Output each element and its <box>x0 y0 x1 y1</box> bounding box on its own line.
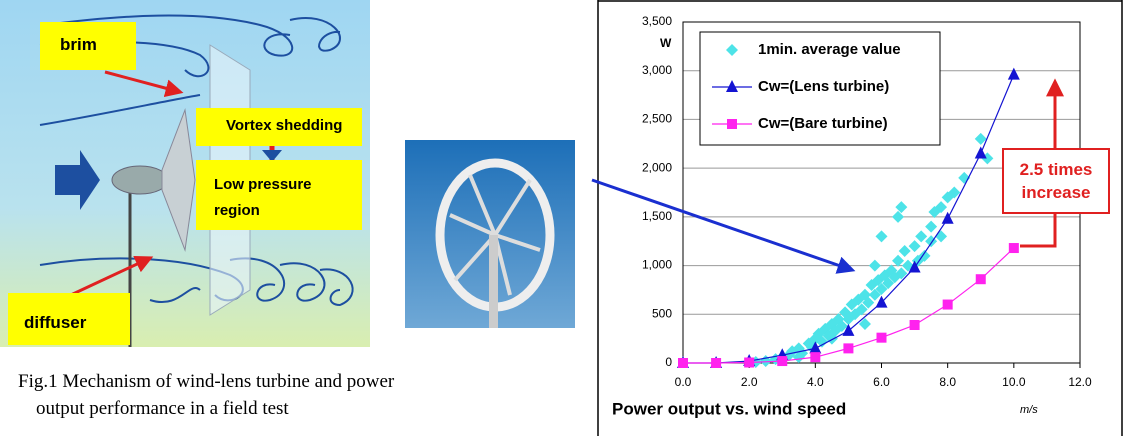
label-diffuser: diffuser <box>8 293 130 345</box>
diamond-point <box>892 211 904 223</box>
diamond-point <box>899 245 911 257</box>
y-tick-label: 3,000 <box>642 63 672 77</box>
y-tick-label: 1,500 <box>642 209 672 223</box>
annotation: 2.5 times increase <box>1002 148 1110 214</box>
diamond-point <box>915 230 927 242</box>
x-tick-label: 8.0 <box>939 375 956 389</box>
square-point <box>777 356 787 366</box>
y-tick-label: 1,000 <box>642 258 672 272</box>
square-point <box>711 358 721 368</box>
legend-marker <box>727 119 737 129</box>
y-tick-label: 0 <box>665 355 672 369</box>
square-point <box>910 320 920 330</box>
figure: 0 500 1,000 1,500 2,000 2,500 3,000 3,500 0.0 2.0… <box>0 0 1125 436</box>
chart-title: Power output vs. wind speed <box>612 399 846 418</box>
square-point <box>976 274 986 284</box>
triangle-point <box>942 212 954 224</box>
label-vortex: Vortex shedding <box>196 108 362 146</box>
diamond-point <box>935 230 947 242</box>
x-tick-label: 12.0 <box>1068 375 1092 389</box>
x-tick-label: 6.0 <box>873 375 890 389</box>
square-point <box>744 358 754 368</box>
diamond-point <box>895 201 907 213</box>
label-brim: brim <box>40 22 136 70</box>
legend-label: Cw=(Bare turbine) <box>758 115 888 132</box>
y-unit: W <box>660 36 672 50</box>
x-tick-label: 2.0 <box>741 375 758 389</box>
pointer-arrow <box>592 180 852 270</box>
diamond-point <box>876 230 888 242</box>
diamond-point <box>909 240 921 252</box>
diamond-point <box>869 260 881 272</box>
square-point <box>678 358 688 368</box>
diamond-point <box>925 221 937 233</box>
legend-label: Cw=(Lens turbine) <box>758 78 889 95</box>
square-point <box>1009 243 1019 253</box>
x-tick-label: 0.0 <box>675 375 692 389</box>
y-tick-label: 500 <box>652 306 672 320</box>
y-tick-label: 2,000 <box>642 160 672 174</box>
y-tick-label: 3,500 <box>642 14 672 28</box>
square-point <box>843 343 853 353</box>
caption: Fig.1 Mechanism of wind-lens turbine and… <box>18 368 406 422</box>
square-point <box>810 352 820 362</box>
y-tick-label: 2,500 <box>642 112 672 126</box>
square-point <box>943 300 953 310</box>
legend-label: 1min. average value <box>758 41 901 58</box>
x-tick-label: 4.0 <box>807 375 824 389</box>
triangle-point <box>1008 68 1020 80</box>
photo <box>405 140 575 328</box>
label-low-pressure: Low pressure region <box>196 160 362 230</box>
diamond-point <box>892 255 904 267</box>
x-tick-label: 10.0 <box>1002 375 1026 389</box>
triangle-point <box>975 147 987 159</box>
x-unit: m/s <box>1020 404 1038 416</box>
square-point <box>877 333 887 343</box>
